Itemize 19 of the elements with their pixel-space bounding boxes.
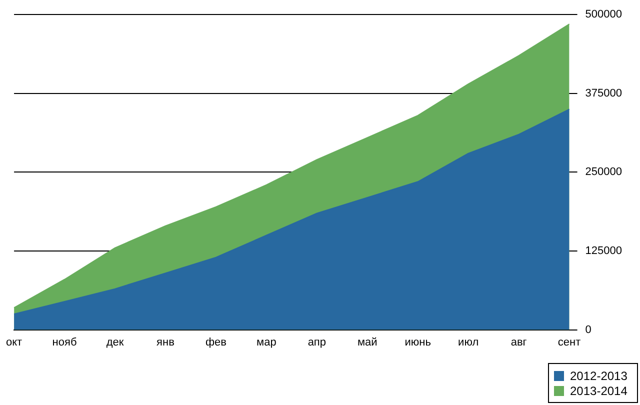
x-tick-label: апр	[308, 336, 326, 348]
y-tick-label: 375000	[585, 87, 622, 100]
x-tick-label: авг	[510, 336, 527, 348]
x-tick-label: дек	[106, 336, 124, 348]
x-tick-label: фев	[205, 336, 227, 348]
x-tick-label: май	[357, 336, 378, 348]
y-tick-label: 0	[585, 324, 592, 336]
x-tick-label: янв	[156, 336, 175, 348]
y-tick-label: 500000	[585, 8, 622, 21]
x-tick-label: июнь	[404, 336, 432, 348]
x-tick-label: июл	[458, 336, 479, 348]
legend-label: 2012-2013	[570, 368, 628, 383]
x-tick-label: окт	[6, 336, 22, 348]
x-tick-label: нояб	[52, 336, 77, 348]
legend-label: 2013-2014	[570, 384, 628, 398]
x-tick-label: сент	[558, 336, 581, 348]
y-tick-label: 125000	[585, 245, 622, 258]
x-tick-label: мар	[256, 336, 276, 348]
y-tick-label: 250000	[585, 166, 622, 178]
